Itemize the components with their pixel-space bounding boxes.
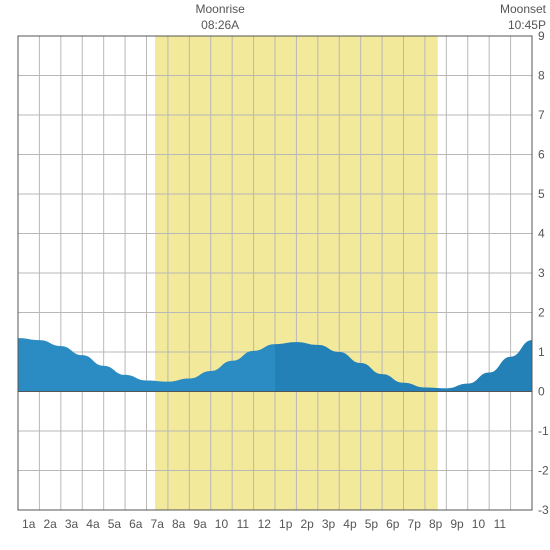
svg-text:7p: 7p (408, 517, 422, 531)
svg-text:7a: 7a (151, 517, 165, 531)
svg-text:6: 6 (538, 148, 545, 162)
svg-text:0: 0 (538, 385, 545, 399)
chart-svg: -3-2-101234567891a2a3a4a5a6a7a8a9a101112… (0, 0, 550, 550)
svg-text:3: 3 (538, 266, 545, 280)
svg-text:3p: 3p (322, 517, 336, 531)
svg-text:9a: 9a (193, 517, 207, 531)
svg-text:6p: 6p (386, 517, 400, 531)
svg-text:-1: -1 (538, 424, 549, 438)
moonrise-time: 08:26A (196, 18, 245, 34)
svg-text:9p: 9p (450, 517, 464, 531)
svg-text:4p: 4p (343, 517, 357, 531)
svg-text:5p: 5p (365, 517, 379, 531)
moonrise-title: Moonrise (196, 2, 245, 18)
svg-text:8a: 8a (172, 517, 186, 531)
svg-text:2p: 2p (300, 517, 314, 531)
svg-text:10: 10 (472, 517, 486, 531)
svg-text:1a: 1a (22, 517, 36, 531)
svg-text:3a: 3a (65, 517, 79, 531)
svg-text:12: 12 (258, 517, 272, 531)
svg-text:5: 5 (538, 187, 545, 201)
svg-text:4: 4 (538, 227, 545, 241)
moonset-title: Moonset (500, 2, 546, 18)
svg-text:2a: 2a (43, 517, 57, 531)
svg-text:6a: 6a (129, 517, 143, 531)
svg-text:8p: 8p (429, 517, 443, 531)
svg-text:5a: 5a (108, 517, 122, 531)
svg-text:-3: -3 (538, 503, 549, 517)
svg-text:1p: 1p (279, 517, 293, 531)
svg-text:10: 10 (215, 517, 229, 531)
moonset-time: 10:45P (500, 18, 546, 34)
svg-text:8: 8 (538, 69, 545, 83)
moonset-label: Moonset 10:45P (500, 2, 546, 33)
svg-text:2: 2 (538, 306, 545, 320)
moonrise-label: Moonrise 08:26A (196, 2, 245, 33)
tide-chart: Moonrise 08:26A Moonset 10:45P -3-2-1012… (0, 0, 550, 550)
svg-text:1: 1 (538, 345, 545, 359)
svg-text:11: 11 (237, 517, 250, 531)
svg-text:11: 11 (494, 517, 507, 531)
svg-text:4a: 4a (86, 517, 100, 531)
svg-text:7: 7 (538, 108, 545, 122)
svg-text:-2: -2 (538, 464, 549, 478)
